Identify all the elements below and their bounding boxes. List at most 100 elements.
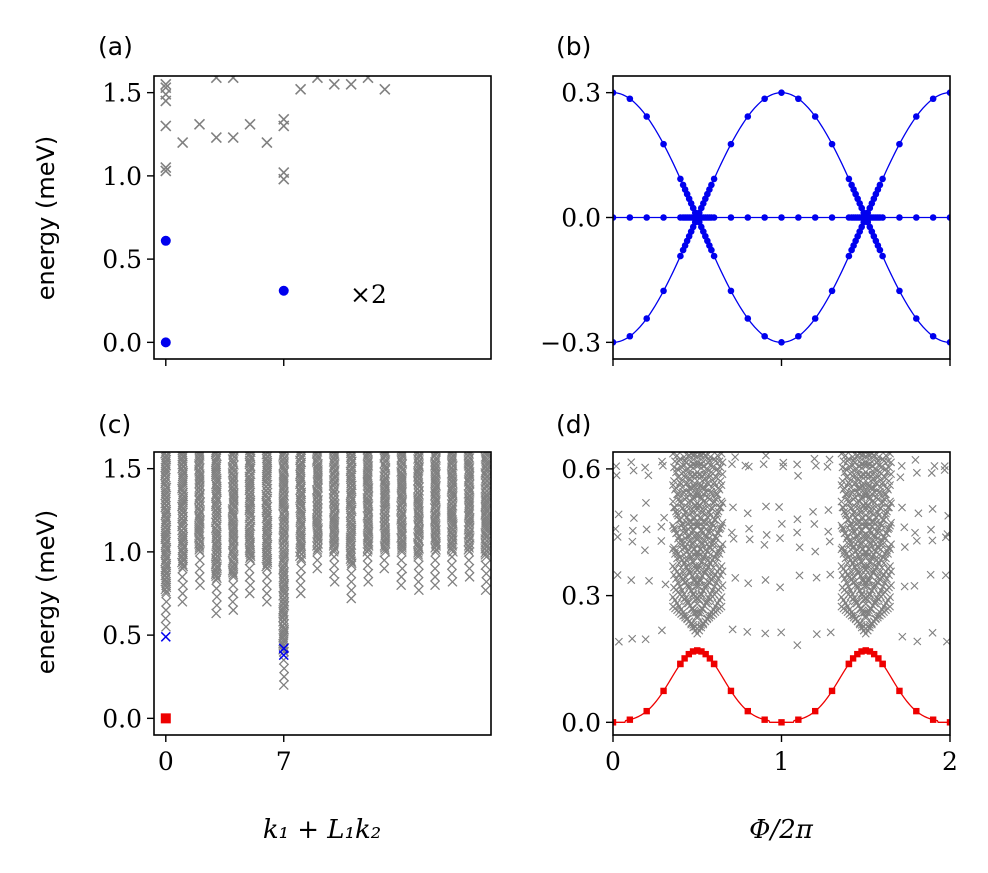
point-b-2-4	[677, 252, 684, 260]
point-d-exc-0-5--10-1	[674, 511, 683, 520]
point-d-exc-1-7-0-1	[862, 518, 871, 527]
point-b-0-0	[613, 214, 617, 221]
point-c-band-2	[194, 524, 204, 535]
point-c-band-11	[346, 540, 357, 551]
point-c-tail-1	[177, 571, 188, 582]
point-c-tail-5	[244, 571, 255, 582]
point-c-band-14	[397, 440, 406, 449]
point-c-band-18	[464, 487, 475, 497]
point-b-2-7	[727, 140, 735, 148]
point-d-exc-0-9-0-1	[694, 488, 703, 497]
frame-d	[612, 451, 951, 736]
point-c-band-12	[363, 442, 372, 451]
point-c-band-7	[279, 440, 288, 449]
point-d-sparse-10-1	[826, 570, 835, 579]
point-c-band-4	[228, 511, 239, 522]
point-d-exc-1-1--9-0	[844, 582, 853, 591]
point-d-sparse-8-3	[793, 528, 802, 537]
ytick-label-a-1: 0.5	[102, 245, 142, 274]
point-d-sparse-13-4	[928, 504, 937, 513]
point-c-band-6	[262, 509, 273, 520]
point-c-band-0	[161, 524, 172, 535]
point-c-tail-19	[480, 585, 491, 596]
point-c-band-15	[413, 443, 422, 452]
point-b-2-13	[828, 140, 836, 148]
point-d-sparse-13-5	[927, 468, 936, 477]
point-c-band-2	[195, 501, 205, 511]
point-b-1-4	[677, 175, 684, 183]
xtick-label-c-0: 0	[158, 747, 174, 776]
point-c-tail-11	[346, 576, 357, 587]
point-d-exc-1-4-1-0	[863, 564, 872, 573]
point-d-exc-1-1--6-0	[850, 593, 859, 602]
point-d-exc-1-1--11-0	[840, 574, 849, 583]
point-d-sparse-11-4	[898, 503, 906, 512]
point-b-1-11	[795, 332, 802, 340]
point-c-band-19	[480, 488, 491, 498]
point-d-exc-1-9-6-1	[874, 452, 883, 461]
point-c-band-0	[161, 452, 171, 453]
point-c-band-5	[246, 440, 255, 449]
xtick-label-c-1: 7	[276, 747, 292, 776]
point-c-band-16	[429, 461, 440, 471]
point-d-exc-0-8-3-1	[699, 489, 708, 498]
ytick-label-b-0: −0.3	[540, 328, 601, 357]
point-c-band-17	[446, 526, 457, 537]
point-c-band-12	[363, 538, 374, 549]
panel-label-d: (d)	[556, 410, 591, 439]
point-c-band-9	[312, 461, 323, 471]
point-d-exc-0-8--10-1	[673, 452, 682, 460]
point-c-band-19	[481, 460, 491, 470]
point-c-tail-9	[312, 555, 323, 566]
point-b-1-20	[946, 89, 950, 96]
point-c-band-2	[194, 522, 204, 533]
point-d-exc-1-1--5-0	[852, 597, 861, 606]
point-d-sparse-4-4	[729, 503, 737, 512]
point-d-sparse-1-4	[629, 514, 638, 523]
point-d-sparse-11-1	[900, 582, 909, 591]
point-c-band-17	[447, 475, 458, 485]
point-d-exc-0-6--4-1	[685, 517, 694, 526]
point-d-exc-1-6-9-1	[879, 494, 888, 503]
point-c-tail-3	[211, 600, 222, 611]
point-c-band-13	[380, 483, 391, 493]
point-c-band-7	[280, 442, 289, 451]
point-c-tail-3	[211, 608, 222, 619]
point-d-exc-1-4-11-1	[884, 525, 892, 534]
point-c-band-15	[414, 490, 424, 500]
point-d-exc-0-8-7-1	[707, 467, 716, 476]
point-d-exc-0-9-5-1	[704, 458, 713, 467]
point-d-sparse-1-1	[627, 576, 636, 585]
point-d-exc-1-6--12-1	[837, 481, 846, 490]
ytick-label-b-1: 0.0	[561, 204, 601, 233]
point-d-exc-1-6-10-1	[881, 490, 890, 499]
point-c-band-5	[244, 459, 255, 470]
point-a-cross-5	[160, 82, 172, 94]
ytick-label-a-3: 1.5	[102, 79, 142, 108]
point-d-exc-0-2--6-0	[681, 572, 690, 581]
point-d-sparse-3-2	[657, 537, 666, 545]
point-c-band-7	[279, 570, 289, 581]
point-b-2-2	[643, 315, 650, 322]
point-d-exc-1-4--5-1	[851, 547, 860, 556]
point-d-exc-0-1-1-0	[696, 609, 705, 618]
point-d-sparse-12-3	[911, 528, 920, 537]
point-a-cross-10	[210, 76, 222, 84]
point-d-exc-0-8-1-1	[695, 500, 704, 509]
point-d-exc-0-3-0-0	[694, 582, 703, 591]
point-d-exc-0-1-10-0	[714, 574, 723, 583]
point-c-band-3	[210, 457, 221, 468]
point-d-sparse-6-2	[760, 540, 769, 549]
point-d-ground-10	[778, 719, 785, 726]
point-c-band-16	[431, 452, 441, 457]
point-d-exc-0-10-1-1	[695, 470, 704, 479]
point-c-square-0	[160, 713, 171, 724]
point-d-exc-0-4-0-1	[693, 565, 702, 574]
point-d-exc-1-2--6-0	[849, 572, 858, 581]
point-c-band-2	[194, 452, 205, 455]
ytick-label-c-0: 0.0	[102, 704, 142, 733]
point-d-exc-0-7--12-1	[670, 463, 678, 472]
point-c-band-15	[413, 496, 423, 506]
point-d-exc-1-4-9-1	[879, 532, 888, 541]
point-b-1-50	[876, 181, 884, 189]
